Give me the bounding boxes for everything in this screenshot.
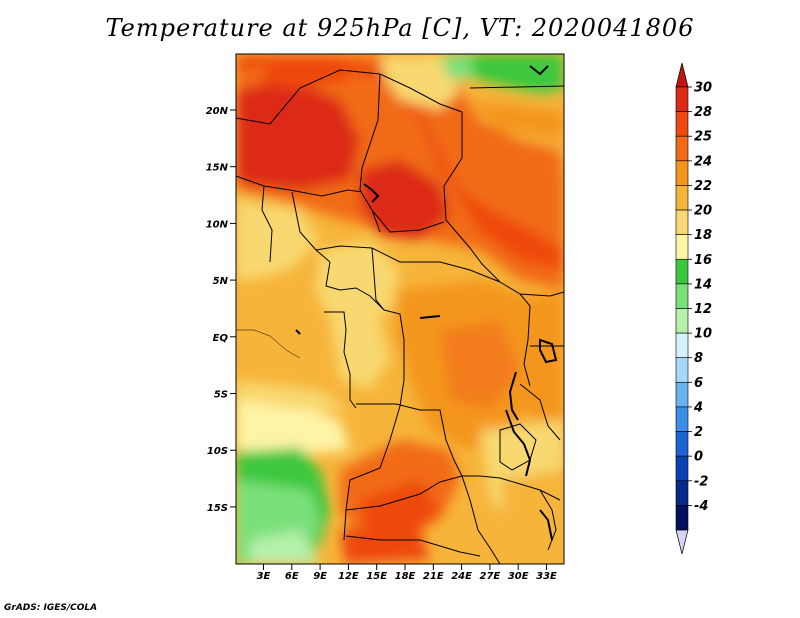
colorbar-top-cap (675, 62, 689, 88)
colorbar-label: 4 (693, 400, 703, 415)
colorbar-label: 28 (694, 105, 712, 120)
lon-tick-label: 24E (451, 571, 472, 582)
colorbar-swatch (675, 357, 689, 383)
colorbar-label: 30 (694, 81, 712, 96)
colorbar-swatch (675, 160, 689, 186)
colorbar-swatch (675, 283, 689, 309)
colorbar-swatch (675, 86, 689, 112)
grads-credit: GrADS: IGES/COLA (4, 603, 98, 613)
colorbar-swatch (675, 135, 689, 162)
colorbar-label: 0 (694, 450, 703, 465)
lon-tick-label: 21E (423, 571, 444, 582)
colorbar-label: 8 (694, 351, 703, 366)
colorbar-swatch (675, 431, 689, 457)
colorbar-swatch (675, 234, 689, 260)
temperature-field (236, 54, 564, 564)
colorbar-swatch (675, 455, 689, 482)
lat-tick-label: 15S (207, 503, 228, 514)
lakes-coastlines (295, 65, 558, 541)
colorbar-label: 22 (694, 179, 712, 194)
lon-tick-label: 12E (338, 571, 359, 582)
colorbar-label: 2 (694, 425, 703, 440)
colorbar-swatch (675, 111, 689, 137)
lat-tick-label: 15N (206, 163, 229, 174)
lon-tick-label: 27E (480, 571, 501, 582)
lat-tick-label: 20N (206, 106, 229, 117)
colorbar-swatch (675, 258, 689, 285)
lon-tick-label: 6E (285, 571, 299, 582)
colorbar-swatch (675, 406, 689, 432)
map-title: Temperature at 925hPa [C], VT: 202004180… (105, 14, 695, 42)
colorbar-label: 6 (694, 376, 703, 391)
lon-tick-label: 18E (395, 571, 416, 582)
colorbar-label: 12 (694, 302, 712, 317)
lat-tick-label: 10S (207, 446, 228, 457)
colorbar-swatch (675, 480, 689, 506)
lon-tick-label: 9E (313, 571, 327, 582)
colorbar-label: 16 (694, 253, 712, 268)
lat-tick-label: 5S (214, 390, 228, 401)
colorbar-label: 18 (694, 228, 712, 243)
colorbar-label: 20 (694, 204, 712, 219)
colorbar-label: 10 (694, 327, 712, 342)
country-borders (236, 69, 564, 564)
colorbar-swatch (675, 382, 689, 408)
colorbar-swatch (675, 185, 689, 211)
colorbar-label: 25 (694, 130, 712, 145)
lon-tick-label: 33E (536, 571, 557, 582)
latitude-axis: 20N 15N 10N 5N EQ 5S 10S 15S (206, 106, 236, 514)
colorbar-label: 24 (694, 154, 712, 169)
colorbar-swatch (675, 505, 689, 531)
lon-tick-label: 30E (508, 571, 529, 582)
lat-tick-label: 5N (213, 276, 229, 287)
colorbar-swatch (675, 209, 689, 235)
longitude-axis: 3E 6E 9E 12E 15E 18E 21E 24E 27E 30E 33E (257, 564, 557, 582)
colorbar-label: 14 (694, 277, 712, 292)
lon-tick-label: 15E (366, 571, 387, 582)
lat-tick-label: EQ (213, 333, 229, 344)
map-frame (235, 53, 565, 565)
colorbar-swatch (675, 332, 689, 359)
colorbar-label: -4 (694, 499, 708, 514)
colorbar-bottom-cap (675, 529, 689, 555)
colorbar-label: -2 (694, 474, 708, 489)
lon-tick-label: 3E (257, 571, 271, 582)
colorbar-swatch (675, 308, 689, 334)
lat-tick-label: 10N (206, 219, 229, 230)
